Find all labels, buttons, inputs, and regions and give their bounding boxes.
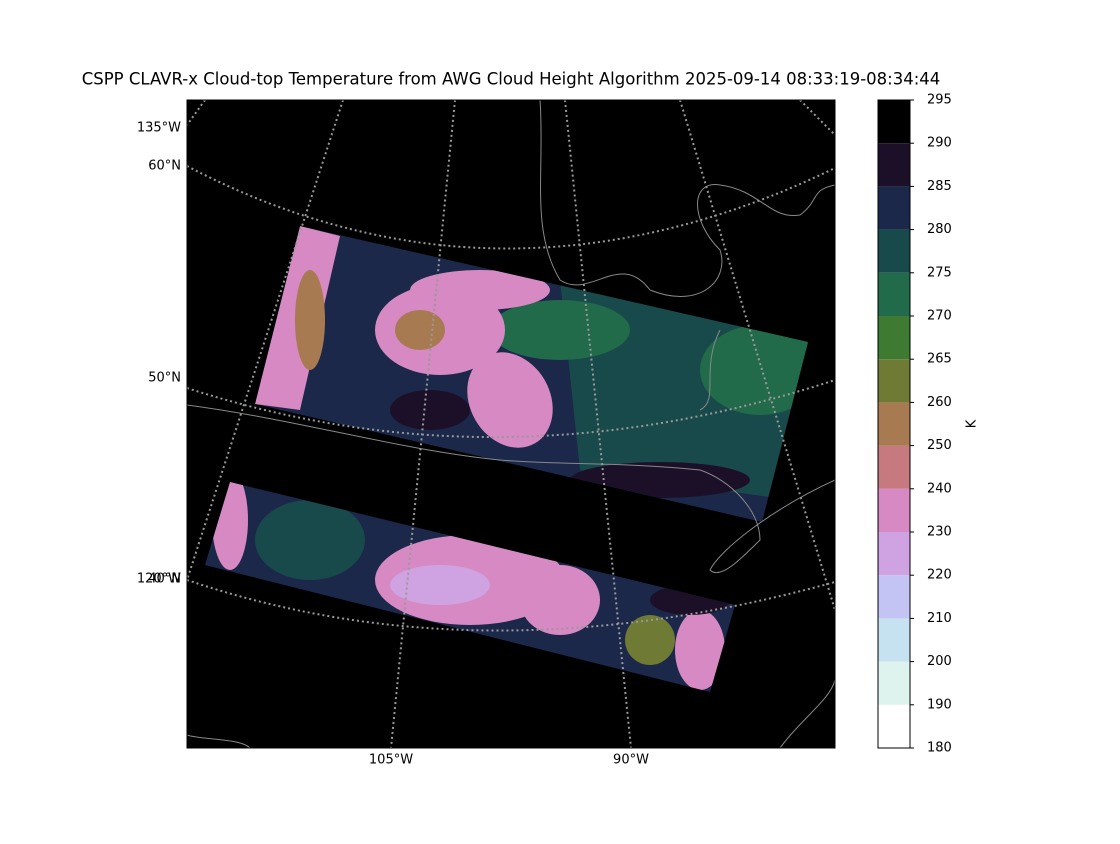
map-label: 60°N xyxy=(148,159,181,174)
colorbar-tick-label: 240 xyxy=(927,481,952,496)
colorbar-bin xyxy=(878,229,910,273)
map-label: 40°N xyxy=(148,572,181,587)
colorbar-frame xyxy=(877,99,911,749)
map-label: 90°W xyxy=(613,753,649,768)
coastlines xyxy=(187,100,835,748)
map-label: 135°W xyxy=(137,121,181,136)
colorbar-bin xyxy=(878,402,910,446)
colorbar: 180 190 200 210 220 230 240 250 260 265 270 275 280 2… xyxy=(877,93,952,756)
colorbar-tick-label: 280 xyxy=(927,222,952,237)
colorbar-tick-label: 290 xyxy=(927,136,952,151)
colorbar-bin xyxy=(878,272,910,316)
colorbar-tick-label: 210 xyxy=(927,611,952,626)
colorbar-bin xyxy=(878,704,910,748)
colorbar-tick-label: 285 xyxy=(927,179,952,194)
colorbar-bin xyxy=(878,618,910,662)
swath xyxy=(255,226,808,522)
map-label: 50°N xyxy=(148,371,181,386)
colorbar-label: K xyxy=(965,419,980,428)
colorbar-tick-label: 220 xyxy=(927,568,952,583)
colorbar-bin xyxy=(878,575,910,619)
colorbar-bin xyxy=(878,100,910,144)
colorbar-tick-label: 230 xyxy=(927,525,952,540)
colorbar-bin xyxy=(878,316,910,360)
colorbar-tick-label: 275 xyxy=(927,265,952,280)
colorbar-tick-label: 270 xyxy=(927,309,952,324)
map-labels: 135°W 60°N 50°N 120°W40°N 105°W 90°W xyxy=(137,121,649,768)
colorbar-bin xyxy=(878,143,910,187)
title: CSPP CLAVR-x Cloud-top Temperature from … xyxy=(82,70,941,89)
colorbar-tick-label: 260 xyxy=(927,395,952,410)
colorbar-bin xyxy=(878,661,910,705)
colorbar-tick-label: 250 xyxy=(927,438,952,453)
colorbar-bin xyxy=(878,359,910,403)
colorbar-bin xyxy=(878,445,910,489)
colorbar-tick-label: 295 xyxy=(927,93,952,108)
map-frame xyxy=(186,99,836,749)
map-label: 120°W xyxy=(137,572,181,587)
colorbar-bin xyxy=(878,532,910,576)
colorbar-tick-label: 200 xyxy=(927,654,952,669)
graticule xyxy=(187,100,835,748)
colorbar-bin xyxy=(878,488,910,532)
colorbar-bin xyxy=(878,186,910,230)
colorbar-tick-label: 265 xyxy=(927,352,952,367)
map xyxy=(187,100,835,748)
colorbar-tick-label: 190 xyxy=(927,697,952,712)
map-label: 105°W xyxy=(369,753,413,768)
colorbar-tick-label: 180 xyxy=(927,741,952,756)
